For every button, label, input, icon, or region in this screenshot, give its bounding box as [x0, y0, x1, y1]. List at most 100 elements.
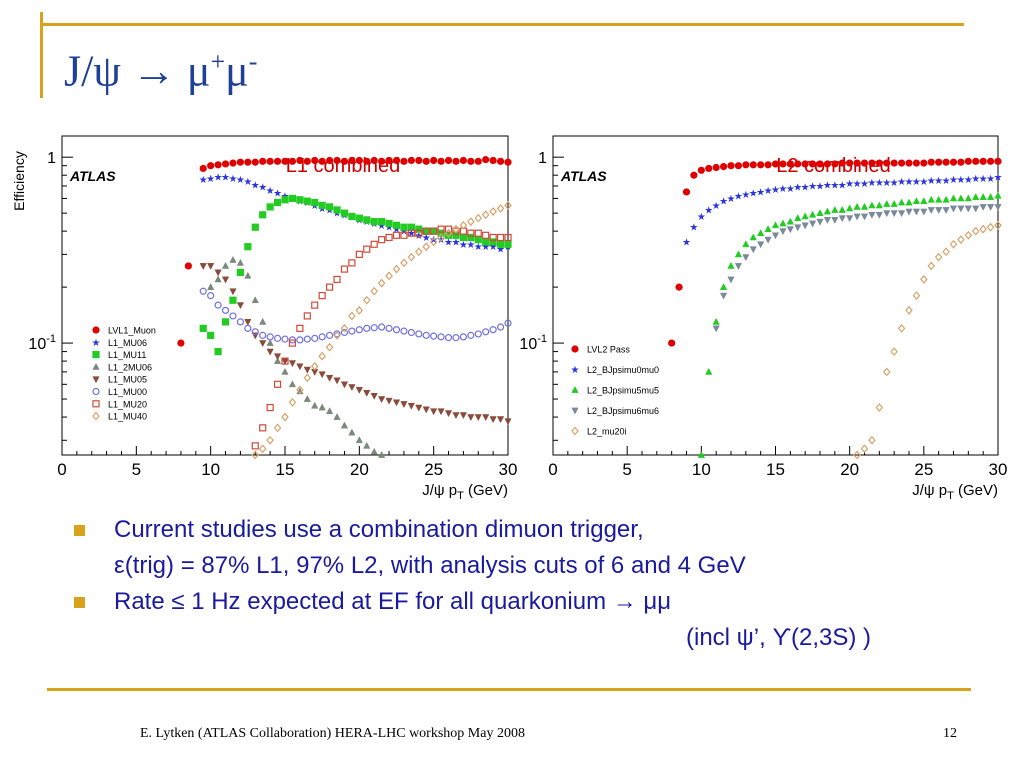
data-point: [444, 156, 453, 165]
data-point: [355, 305, 364, 315]
data-point: [333, 330, 341, 338]
data-point: [363, 157, 371, 165]
data-point: [207, 283, 215, 290]
data-point: [296, 156, 304, 165]
data-point: [771, 221, 780, 229]
data-point: [467, 233, 475, 242]
data-point: [957, 194, 965, 202]
data-point: [675, 283, 683, 291]
data-point: [400, 401, 408, 409]
data-point: [207, 331, 215, 339]
data-point: [207, 292, 215, 300]
data-point: ★: [727, 194, 736, 205]
data-point: [385, 156, 393, 165]
data-point: [482, 156, 490, 164]
data-point: [846, 215, 854, 223]
data-point: ★: [377, 221, 386, 232]
legend-marker: [571, 407, 579, 415]
data-point: [266, 339, 274, 346]
data-point: [920, 159, 928, 167]
data-point: ★: [333, 209, 342, 220]
data-point: [496, 204, 505, 213]
data-point: [348, 259, 356, 267]
data-point: [259, 211, 267, 219]
data-point: [355, 214, 363, 222]
data-point: [994, 204, 1002, 211]
data-point: ★: [459, 240, 468, 251]
data-point: [749, 246, 757, 254]
data-point: [897, 210, 906, 218]
data-point: [407, 156, 415, 165]
data-point: ★: [392, 225, 401, 236]
data-point: ★: [801, 183, 810, 194]
data-point: [326, 156, 334, 165]
data-point: [890, 159, 898, 167]
data-point: [296, 324, 304, 332]
y-tick-label: 10-1: [28, 333, 56, 353]
data-point: [459, 156, 467, 165]
data-point: [444, 228, 453, 238]
data-point: [288, 380, 297, 388]
legend-label: L1_MU00: [108, 387, 147, 397]
legend-label: L1_MU40: [108, 412, 147, 422]
series-L1_MU05: [199, 263, 512, 426]
data-point: [370, 447, 378, 455]
data-point: [370, 286, 378, 296]
data-point: [363, 216, 371, 224]
data-point: [853, 213, 861, 221]
data-point: [236, 268, 244, 276]
data-point: ★: [719, 197, 728, 208]
data-point: [318, 371, 326, 379]
x-axis-label: J/ψ pT (GeV): [422, 482, 508, 502]
atlas-label: ATLAS: [560, 168, 607, 184]
data-point: [935, 195, 943, 203]
data-point: [244, 319, 252, 326]
data-point: [348, 428, 356, 436]
data-point: [422, 406, 430, 414]
data-point: [764, 225, 772, 233]
data-point: [890, 199, 898, 207]
data-point: [927, 261, 936, 271]
data-point: [340, 381, 349, 389]
series-L2_mu20i: [853, 220, 1002, 460]
data-point: [808, 160, 817, 168]
data-point: ★: [266, 186, 275, 197]
data-point: [481, 210, 490, 220]
data-point: [363, 441, 371, 449]
data-point: [236, 258, 245, 266]
data-point: [236, 302, 245, 310]
data-point: [705, 164, 713, 173]
data-point: [266, 333, 274, 341]
data-point: [712, 163, 720, 172]
y-tick-label: 1: [47, 150, 56, 167]
data-point: [459, 412, 468, 420]
data-point: [370, 156, 378, 165]
data-point: ★: [251, 180, 260, 191]
data-point: [281, 196, 289, 204]
data-point: ★: [228, 174, 237, 185]
data-point: [905, 198, 913, 206]
data-point: [266, 435, 274, 445]
data-point: ★: [496, 245, 505, 256]
data-point: ★: [451, 237, 460, 248]
data-point: [897, 159, 906, 167]
data-point: [459, 220, 468, 230]
data-point: [927, 207, 935, 215]
plot-frame: [61, 135, 509, 456]
data-point: [719, 162, 728, 171]
data-point: [964, 157, 972, 165]
data-point: [281, 412, 289, 422]
data-point: ★: [942, 176, 951, 187]
data-point: [236, 158, 244, 166]
data-point: [296, 196, 304, 204]
data-point: [979, 224, 987, 234]
data-point: [392, 221, 401, 229]
data-point: [296, 385, 304, 395]
data-point: ★: [786, 184, 795, 195]
data-point: ★: [385, 223, 394, 234]
data-point: [385, 324, 393, 332]
data-point: [853, 450, 861, 460]
data-point: ★: [704, 205, 713, 216]
data-point: [229, 255, 237, 263]
data-point: ★: [956, 175, 965, 186]
